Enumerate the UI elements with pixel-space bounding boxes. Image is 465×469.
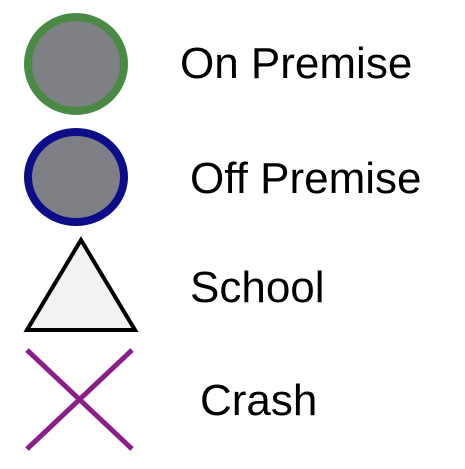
legend-item-school: School <box>0 232 465 344</box>
triangle-icon <box>22 232 140 344</box>
legend-item-on-premise: On Premise <box>0 8 465 120</box>
legend-item-off-premise: Off Premise <box>0 123 465 235</box>
legend-item-crash: Crash <box>0 345 465 457</box>
legend-label-crash: Crash <box>200 376 318 425</box>
legend-label-off-premise: Off Premise <box>190 154 422 203</box>
green-circle-icon <box>22 8 140 120</box>
legend-label-on-premise: On Premise <box>180 39 413 88</box>
cross-icon <box>22 345 140 457</box>
legend-label-school: School <box>190 263 325 312</box>
blue-circle-icon <box>22 123 140 235</box>
